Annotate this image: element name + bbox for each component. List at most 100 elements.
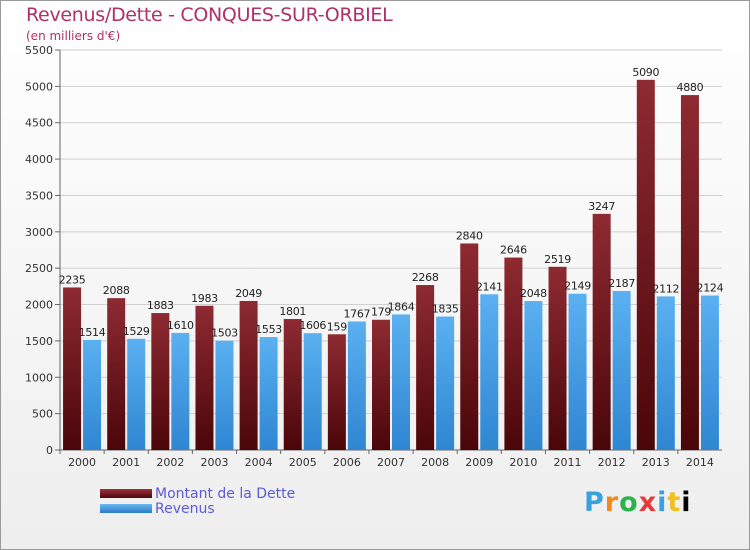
bar-revenue (480, 294, 499, 450)
bar-revenue (700, 295, 719, 450)
data-label-debt: 179 (371, 306, 391, 319)
y-tick-label: 2000 (25, 299, 53, 312)
x-tick-label: 2005 (289, 456, 317, 469)
logo-letter: r (604, 487, 620, 518)
data-label-debt: 2840 (456, 229, 483, 242)
legend: Montant de la Dette Revenus (100, 485, 296, 517)
y-tick-label: 5500 (25, 44, 53, 57)
data-label-debt: 2235 (59, 273, 86, 286)
data-label-revenue: 1514 (79, 326, 106, 339)
bar-revenue (83, 339, 102, 450)
logo-letter: x (638, 487, 658, 518)
data-label-revenue: 1835 (432, 303, 459, 316)
bar-revenue (215, 340, 234, 450)
chart-title: Revenus/Dette - CONQUES-SUR-ORBIEL (26, 4, 393, 26)
bar-debt (107, 298, 126, 450)
proxiti-logo: Proxiti (584, 487, 692, 518)
y-tick-label: 3500 (25, 189, 53, 202)
data-label-debt: 1801 (279, 305, 306, 318)
x-tick-label: 2004 (245, 456, 273, 469)
legend-label-revenue: Revenus (155, 500, 215, 517)
data-label-debt: 2646 (500, 244, 527, 257)
bar-revenue (568, 293, 587, 450)
data-label-debt: 2268 (412, 271, 439, 284)
data-label-revenue: 2048 (520, 287, 547, 300)
data-label-debt: 2519 (544, 253, 571, 266)
bar-revenue (127, 338, 146, 450)
y-tick-label: 4000 (25, 153, 53, 166)
bar-debt (239, 300, 258, 450)
legend-item-debt: Montant de la Dette (100, 485, 296, 502)
bar-debt (548, 266, 567, 450)
bar-debt (372, 319, 390, 450)
x-tick-label: 2010 (509, 456, 537, 469)
bar-revenue (347, 321, 366, 450)
x-tick-label: 2002 (156, 456, 184, 469)
bar-debt (283, 319, 302, 450)
y-tick-label: 4500 (25, 117, 53, 130)
bar-debt (460, 243, 479, 450)
legend-item-revenue: Revenus (100, 500, 295, 517)
y-tick-label: 5000 (25, 80, 53, 93)
y-tick-label: 1000 (25, 371, 53, 384)
data-label-debt: 2088 (103, 284, 130, 297)
legend-swatch-debt (100, 489, 152, 498)
data-label-revenue: 1503 (211, 327, 238, 340)
bar-revenue (436, 316, 455, 450)
data-label-revenue: 2141 (476, 280, 503, 293)
x-tick-label: 2001 (112, 456, 140, 469)
data-label-debt: 5090 (632, 66, 659, 79)
data-label-revenue: 1606 (299, 319, 326, 332)
x-tick-label: 2011 (554, 456, 582, 469)
bar-debt (504, 257, 523, 450)
bar-debt (680, 95, 699, 450)
bar-debt (195, 305, 214, 450)
bar-revenue (303, 333, 322, 450)
bar-revenue (524, 301, 543, 450)
data-label-debt: 2049 (235, 287, 262, 300)
x-tick-label: 2014 (686, 456, 714, 469)
data-label-revenue: 2149 (564, 280, 591, 293)
logo-letter: i (657, 487, 668, 518)
bar-revenue (392, 314, 410, 450)
bar-debt (636, 79, 655, 451)
x-tick-label: 2003 (200, 456, 228, 469)
y-tick-label: 3000 (25, 226, 53, 239)
logo-letter: i (681, 487, 692, 518)
data-label-revenue: 2112 (652, 282, 679, 295)
data-label-revenue: 2124 (697, 282, 724, 295)
data-label-debt: 4880 (677, 81, 704, 94)
x-tick-label: 2006 (333, 456, 361, 469)
x-tick-label: 2012 (598, 456, 626, 469)
x-tick-label: 2009 (465, 456, 493, 469)
y-tick-label: 1500 (25, 335, 53, 348)
x-tick-label: 2013 (642, 456, 670, 469)
logo-letter: o (619, 487, 639, 518)
data-label-debt: 3247 (588, 200, 615, 213)
bar-revenue (612, 290, 631, 450)
x-tick-label: 2000 (68, 456, 96, 469)
bar-debt (327, 334, 346, 450)
y-tick-label: 0 (46, 444, 53, 457)
bar-debt (151, 313, 170, 450)
x-tick-label: 2008 (421, 456, 449, 469)
bar-debt (63, 287, 82, 450)
bar-revenue (656, 296, 675, 450)
chart-subtitle: (en milliers d'€) (26, 29, 121, 43)
data-label-revenue: 1529 (123, 325, 150, 338)
bar-revenue (259, 337, 278, 450)
legend-label-debt: Montant de la Dette (155, 485, 296, 502)
logo-letter: t (667, 487, 682, 518)
data-label-debt: 1983 (191, 292, 218, 305)
y-tick-label: 500 (32, 408, 53, 421)
legend-swatch-revenue (100, 504, 152, 513)
bar-revenue (171, 332, 190, 450)
data-label-debt: 1883 (147, 299, 174, 312)
data-label-debt: 159 (327, 320, 347, 333)
bar-debt (592, 213, 611, 450)
logo-letter: P (584, 487, 605, 518)
y-tick-label: 2500 (25, 262, 53, 275)
data-label-revenue: 1553 (255, 323, 282, 336)
